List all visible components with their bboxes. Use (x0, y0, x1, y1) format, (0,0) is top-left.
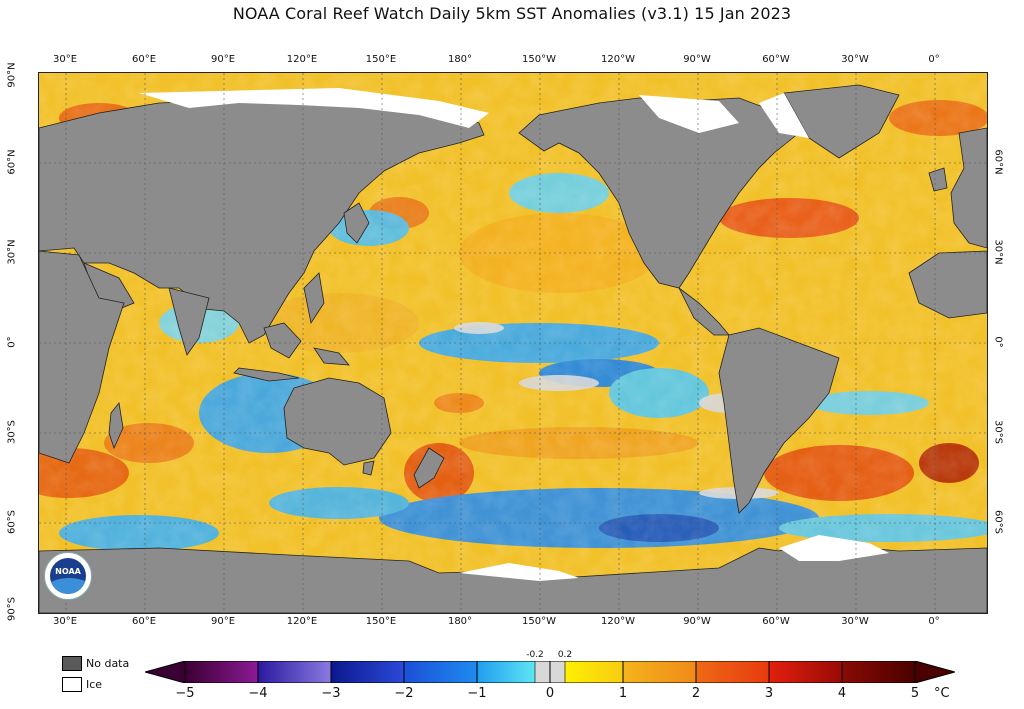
lat-label-right: 60°S (992, 509, 1004, 535)
lat-label-left: 0° (6, 336, 18, 348)
lon-label-top: 150°W (522, 54, 556, 65)
lon-label-bottom: 90°E (210, 616, 236, 627)
lon-label-bottom: 60°E (131, 616, 157, 627)
lon-label-top: 90°E (210, 54, 236, 65)
lon-label-top: 60°E (131, 54, 157, 65)
lat-label-right: 30°N (992, 239, 1004, 265)
colorbar-segment (258, 661, 331, 683)
colorbar-segment (842, 661, 915, 683)
colorbar-label: −2 (394, 686, 414, 701)
colorbar-annotation: 0.2 (557, 650, 573, 660)
colorbar-segment (696, 661, 769, 683)
madagascar (108, 402, 124, 450)
new-zealand (413, 447, 445, 489)
colorbar-label: −4 (248, 686, 268, 701)
lon-label-bottom: 0° (928, 616, 940, 627)
africa (39, 250, 125, 464)
lon-label-top: 180° (447, 54, 473, 65)
lon-label-top: 120°W (601, 54, 635, 65)
sea-ice (139, 88, 889, 581)
sst-anomaly-map (38, 72, 988, 614)
colorbar-label: 3 (764, 686, 774, 701)
colorbar-segment (331, 661, 404, 683)
colorbar-label: −1 (467, 686, 487, 701)
colorbar-segment (404, 661, 477, 683)
map-canvas (39, 73, 987, 613)
british-isles (928, 167, 948, 192)
lon-label-bottom: 150°E (365, 616, 397, 627)
lon-label-top: 0° (928, 54, 940, 65)
japan (343, 202, 370, 244)
lat-label-left: 90°N (6, 62, 18, 88)
ice-swatch (62, 677, 82, 692)
colorbar-unit: °C (934, 686, 950, 701)
lon-label-bottom: 180° (447, 616, 473, 627)
colorbar-segment (185, 661, 258, 683)
land (39, 84, 987, 613)
colorbar-segment (477, 661, 535, 683)
lon-label-bottom: 120°W (601, 616, 635, 627)
lon-label-bottom: 90°W (683, 616, 711, 627)
no-data-swatch (62, 656, 82, 671)
lat-label-right: 0° (992, 336, 1004, 348)
noaa-logo-emblem: NOAA (50, 558, 86, 594)
colorbar-label: −3 (321, 686, 341, 701)
lon-label-top: 120°E (286, 54, 318, 65)
colorbar-label: 4 (837, 686, 847, 701)
graticule (39, 73, 987, 613)
lon-label-top: 90°W (683, 54, 711, 65)
lat-label-right: 60°N (992, 149, 1004, 175)
lon-label-top: 30°W (841, 54, 869, 65)
lon-label-top: 150°E (365, 54, 397, 65)
lat-label-left: 30°N (6, 239, 18, 265)
south-america (718, 327, 840, 514)
colorbar-segment (565, 661, 623, 683)
noaa-logo-text: NOAA (55, 567, 81, 576)
colorbar (145, 661, 955, 683)
colorbar-annotation: -0.2 (526, 650, 544, 660)
noaa-logo: NOAA (44, 552, 92, 600)
lon-label-bottom: 120°E (286, 616, 318, 627)
colorbar-ticks (257, 661, 843, 683)
lon-label-bottom: 60°W (762, 616, 790, 627)
colorbar-outline (184, 661, 916, 683)
lon-label-bottom: 30°E (52, 616, 78, 627)
lon-label-top: 30°E (52, 54, 78, 65)
lon-label-bottom: 150°W (522, 616, 556, 627)
lat-label-left: 60°N (6, 149, 18, 175)
lat-label-right: 30°S (992, 419, 1004, 445)
colorbar-label: −5 (175, 686, 195, 701)
australia (283, 377, 392, 466)
new-guinea (313, 347, 350, 366)
tasmania (362, 460, 375, 476)
ice-label: Ice (86, 678, 103, 691)
colorbar-label: 2 (691, 686, 701, 701)
lat-label-left: 30°S (6, 419, 18, 445)
philippines (303, 272, 325, 325)
colorbar-min-arrow (145, 661, 186, 683)
lon-label-top: 60°W (762, 54, 790, 65)
europe-west (950, 127, 987, 249)
colorbar-label: 5 (910, 686, 920, 701)
lat-label-left: 60°S (6, 509, 18, 535)
colorbar-max-arrow (914, 661, 955, 683)
java (233, 367, 300, 382)
borneo (263, 322, 302, 359)
map-title: NOAA Coral Reef Watch Daily 5km SST Anom… (232, 4, 792, 23)
colorbar-segment (769, 661, 842, 683)
colorbar-label: 0 (545, 686, 555, 701)
no-data-label: No data (86, 657, 130, 670)
india (168, 287, 210, 356)
lat-label-left: 90°S (6, 596, 18, 622)
colorbar-label: 1 (618, 686, 628, 701)
lon-label-bottom: 30°W (841, 616, 869, 627)
wave-icon (50, 578, 86, 594)
colorbar-segment (623, 661, 696, 683)
